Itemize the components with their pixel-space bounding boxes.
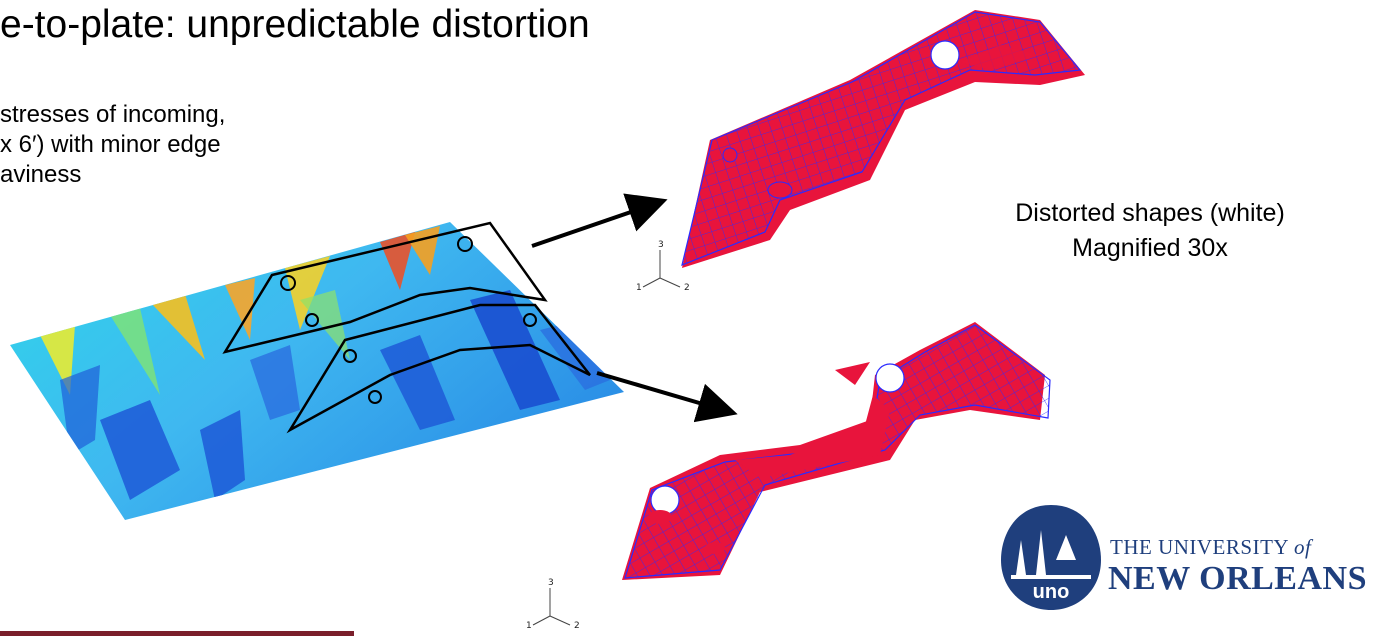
description-line-3: aviness [0,161,82,188]
axis-triad-bottom: 3 1 2 [526,578,580,631]
triad-top-axis-3: 3 [658,240,664,250]
university-name-line-1: THE UNIVERSITY of [1110,535,1311,560]
footer-rule [0,631,354,636]
triad-top-axis-1: 1 [636,283,642,293]
triad-top-axis-2: 2 [684,283,690,293]
university-of: of [1294,535,1312,559]
triad-bottom-axis-2: 2 [574,621,580,631]
seal-text: uno [1033,581,1070,603]
arrow-to-bottom-part [596,371,738,423]
arrow-to-top-part [531,193,668,248]
triad-bottom-axis-1: 1 [526,621,532,631]
bottom-distorted-part [622,322,1051,580]
top-distorted-part [681,10,1085,268]
distortion-caption: Distorted shapes (white) Magnified 30x [955,196,1345,266]
triad-bottom-axis-3: 3 [548,578,554,588]
description-line-1: stresses of incoming, [0,101,226,128]
description-text: stresses of incoming, x 6′) with minor e… [0,100,225,190]
slide-title: e-to-plate: unpredictable distortion [0,3,590,46]
description-line-2: x 6′) with minor edge [0,131,221,158]
caption-line-2: Magnified 30x [1072,234,1228,262]
axis-triad-top: 3 1 2 [636,240,690,293]
university-seal-logo: uno [1001,505,1101,610]
stress-contour-plate [10,221,624,520]
university-name-line-2: NEW ORLEANS [1108,560,1367,597]
caption-line-1: Distorted shapes (white) [1015,199,1285,227]
university-prefix: THE UNIVERSITY [1110,535,1295,559]
